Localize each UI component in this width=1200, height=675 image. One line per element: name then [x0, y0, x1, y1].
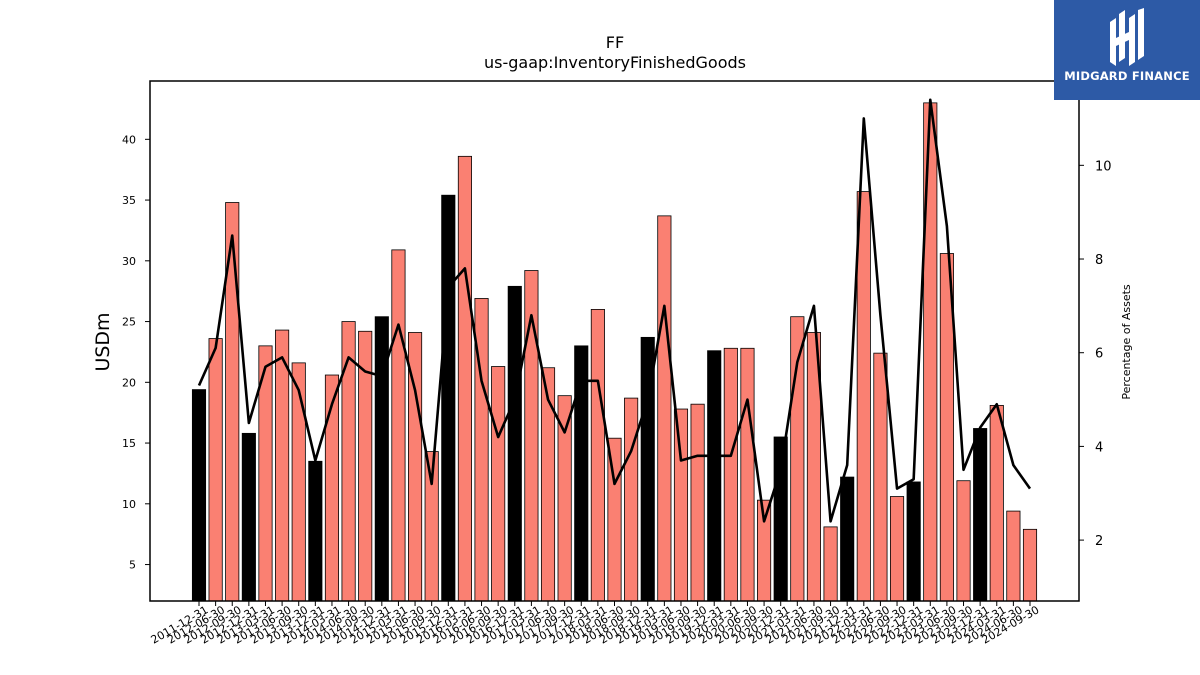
bar: [973, 428, 988, 602]
bar: [840, 476, 855, 602]
y2-tick-label: 4: [1095, 440, 1103, 455]
y2-tick-label: 6: [1095, 347, 1103, 362]
axes-group: 5101520253035402468102011-12-312012-06-3…: [122, 133, 1112, 646]
bar: [740, 347, 755, 602]
y2-tick-label: 10: [1095, 159, 1112, 174]
pct-assets-line: [197, 98, 1032, 523]
bar: [291, 362, 306, 602]
bar: [540, 367, 556, 602]
y-tick-label: 10: [122, 498, 136, 511]
bar: [208, 338, 223, 602]
chart-title: FF: [606, 33, 624, 52]
bar: [275, 329, 290, 602]
bar: [457, 155, 472, 602]
plot-frame: [149, 80, 1080, 602]
bar: [906, 481, 921, 602]
bar: [341, 321, 356, 602]
bar: [491, 366, 506, 602]
y2-tick-label: 8: [1095, 253, 1103, 268]
y2-tick-label: 2: [1095, 534, 1103, 549]
y-tick-label: 30: [122, 255, 136, 268]
chart-subtitle: us-gaap:InventoryFinishedGoods: [484, 53, 746, 72]
y-tick-label: 15: [122, 437, 136, 450]
bar: [391, 249, 406, 602]
bar: [590, 309, 605, 602]
bar: [1006, 510, 1021, 602]
bar: [308, 460, 323, 602]
y-tick-label: 20: [122, 376, 136, 389]
bar: [889, 496, 905, 602]
bar: [823, 526, 838, 602]
y-axis-label: USDm: [92, 312, 114, 371]
logo-mark-icon: [1110, 8, 1144, 66]
bar: [956, 480, 971, 602]
y-tick-label: 40: [122, 133, 136, 146]
brand-name: MIDGARD FINANCE: [1064, 69, 1190, 83]
bar: [873, 352, 888, 602]
bar: [624, 397, 639, 602]
bar: [191, 389, 207, 602]
brand-logo: MIDGARD FINANCE: [1054, 0, 1200, 100]
bar: [441, 194, 456, 602]
bar: [557, 395, 572, 602]
bar: [507, 285, 522, 602]
bar: [657, 215, 672, 602]
bar: [1022, 528, 1038, 602]
bar: [673, 408, 689, 602]
bar: [707, 350, 722, 602]
bar: [241, 432, 256, 602]
bar: [324, 374, 340, 602]
bar: [989, 404, 1004, 602]
y-tick-label: 35: [122, 194, 136, 207]
bar: [690, 403, 705, 602]
y-tick-label: 5: [129, 559, 136, 572]
bars-group: [191, 102, 1038, 602]
y-tick-label: 25: [122, 316, 136, 329]
bar: [856, 191, 871, 602]
pct-line-group: [197, 98, 1032, 523]
bar: [723, 347, 738, 602]
y2-axis-label: Percentage of Assets: [1120, 284, 1133, 400]
